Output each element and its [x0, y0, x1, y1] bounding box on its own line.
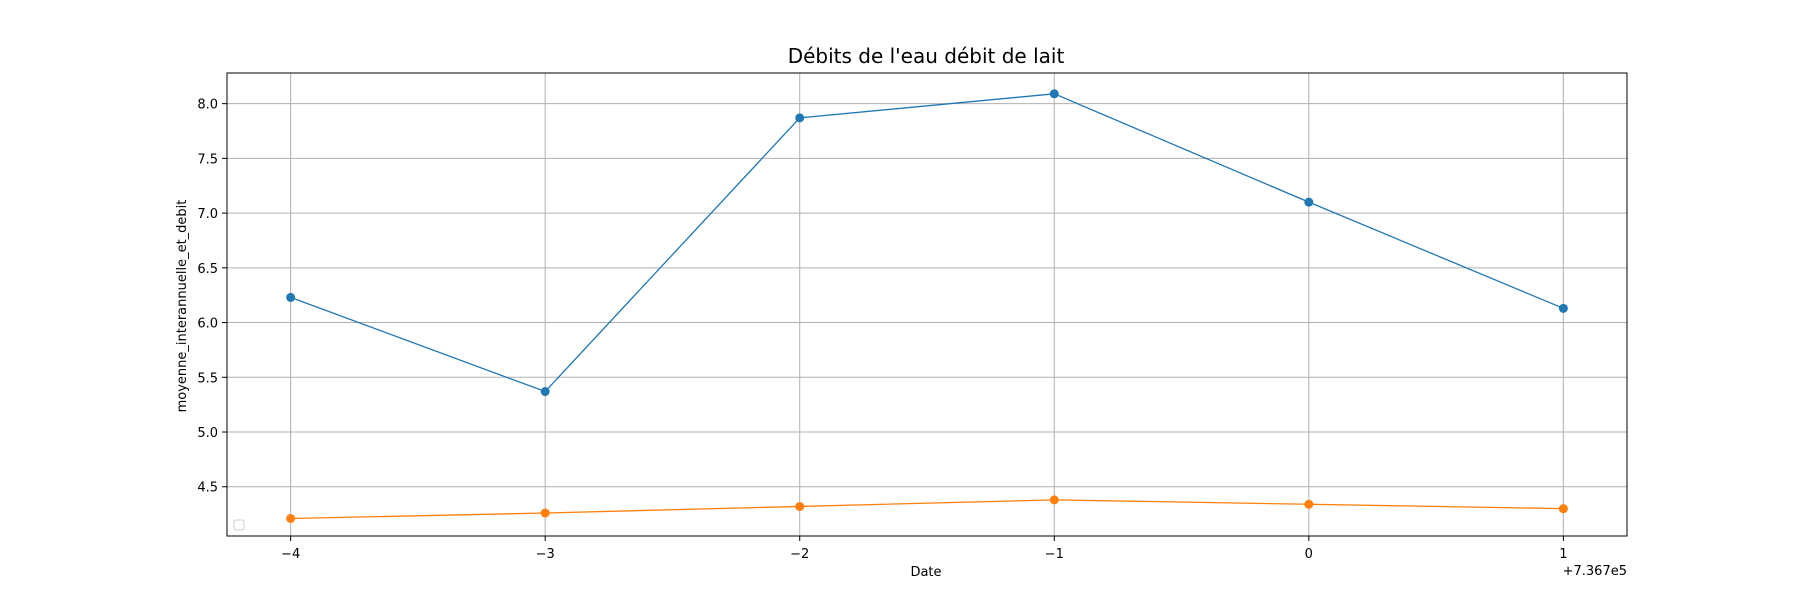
y-tick-label: 7.5 [197, 152, 218, 167]
x-axis-ticks: −4 −3 −2 −1 0 1 [281, 536, 1568, 562]
series-1-point [795, 113, 805, 123]
y-tick-label: 8.0 [197, 98, 218, 113]
x-tick-label: −3 [536, 547, 555, 562]
series-1-line [290, 93, 1564, 393]
y-tick-label: 6.0 [197, 317, 218, 332]
legend-box [233, 519, 245, 531]
grid-lines [227, 73, 1627, 536]
x-tick-label: 0 [1305, 547, 1313, 562]
series-layer [286, 89, 1568, 523]
x-tick-label: −4 [281, 547, 300, 562]
series-1-point [1304, 197, 1314, 207]
series-2-point [540, 508, 550, 518]
y-axis-ticks: 4.5 5.0 5.5 6.0 6.5 7.0 7.5 8.0 [197, 98, 227, 496]
series-1-point [1049, 89, 1059, 99]
series-2 [286, 495, 1568, 523]
series-1-point [286, 292, 296, 302]
y-axis-label: moyenne_interannuelle_et_debit [175, 200, 190, 413]
x-axis-offset-label: +7.367e5 [1563, 564, 1627, 579]
y-tick-label: 4.5 [197, 481, 218, 496]
y-tick-label: 7.0 [197, 207, 218, 222]
y-tick-label: 5.5 [197, 371, 218, 386]
series-2-point [1304, 499, 1314, 509]
x-tick-label: −1 [1045, 547, 1064, 562]
series-2-point [1049, 495, 1059, 505]
series-2-point [286, 513, 296, 523]
series-1-point [540, 387, 550, 397]
x-axis-label: Date [910, 565, 941, 580]
series-2-point [795, 501, 805, 511]
series-2-point [1558, 504, 1568, 514]
y-tick-label: 5.0 [197, 426, 218, 441]
series-1-point [1558, 303, 1568, 313]
x-tick-label: −2 [790, 547, 809, 562]
series-1 [286, 89, 1568, 397]
x-tick-label: 1 [1559, 547, 1567, 562]
chart-title: Débits de l'eau débit de lait [788, 44, 1065, 68]
series-2-line [290, 499, 1564, 520]
y-tick-label: 6.5 [197, 262, 218, 277]
plot-area-frame [226, 72, 1628, 537]
